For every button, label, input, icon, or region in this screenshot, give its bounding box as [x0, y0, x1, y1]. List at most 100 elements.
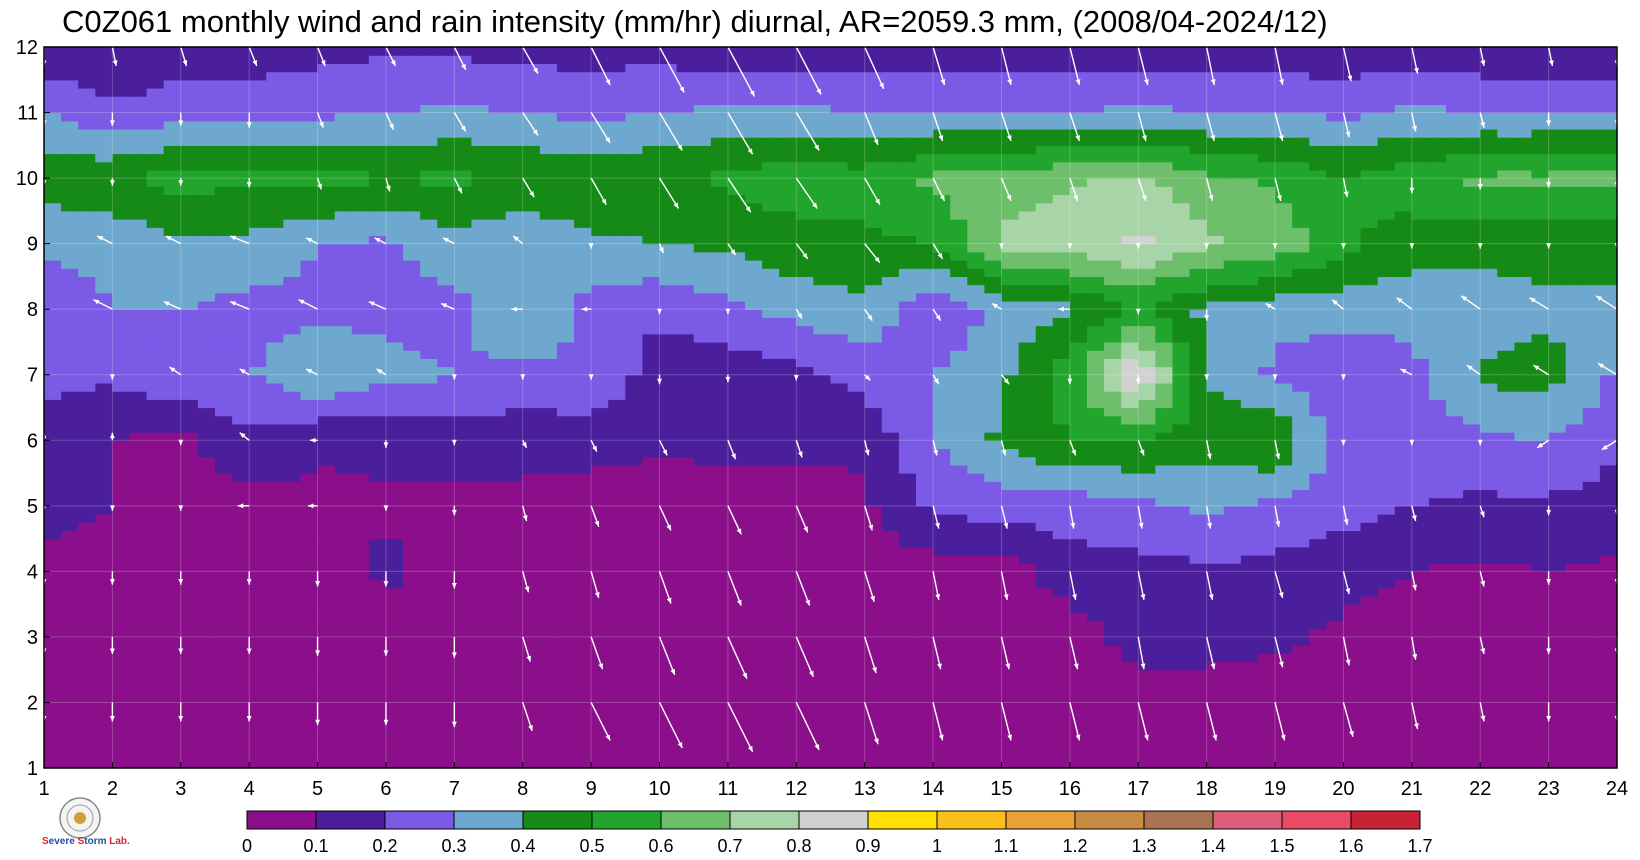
contour-cell: [1377, 645, 1396, 654]
contour-cell: [1189, 350, 1208, 359]
contour-cell: [1377, 366, 1396, 376]
contour-cell: [78, 505, 96, 515]
contour-cell: [1480, 399, 1498, 409]
contour-cell: [915, 333, 934, 343]
contour-cell: [1292, 727, 1310, 736]
contour-cell: [1309, 628, 1327, 638]
contour-cell: [1155, 415, 1174, 425]
contour-cell: [1411, 350, 1430, 359]
contour-cell: [1018, 407, 1037, 417]
contour-cell: [1069, 595, 1088, 605]
contour-cell: [1531, 333, 1550, 343]
contour-cell: [574, 366, 592, 376]
contour-cell: [146, 612, 165, 622]
contour-cell: [1446, 645, 1464, 654]
contour-cell: [1309, 538, 1327, 548]
contour-cell: [1001, 759, 1020, 768]
contour-cell: [437, 579, 455, 589]
contour-cell: [1343, 473, 1362, 482]
contour-cell: [334, 595, 353, 605]
contour-cell: [1257, 333, 1276, 343]
contour-cell: [522, 587, 541, 597]
contour-cell: [1582, 686, 1601, 695]
contour-cell: [334, 677, 353, 687]
contour-cell: [693, 456, 712, 466]
contour-cell: [915, 538, 934, 548]
contour-cell: [745, 440, 763, 450]
contour-cell: [1377, 718, 1396, 728]
contour-cell: [471, 505, 490, 515]
contour-cell: [1326, 620, 1345, 630]
contour-cell: [1069, 669, 1088, 679]
contour-cell: [693, 661, 712, 671]
contour-cell: [1411, 727, 1430, 736]
contour-cell: [727, 563, 746, 572]
contour-cell: [556, 464, 575, 474]
contour-cell: [180, 522, 199, 531]
contour-cell: [676, 727, 695, 736]
contour-cell: [1497, 702, 1516, 712]
contour-cell: [317, 530, 336, 540]
contour-cell: [1121, 341, 1139, 351]
contour-cell: [129, 694, 148, 704]
contour-cell: [574, 514, 592, 523]
contour-cell: [642, 653, 661, 663]
contour-cell: [693, 481, 712, 491]
contour-cell: [61, 571, 79, 581]
contour-cell: [44, 423, 62, 433]
contour-cell: [933, 563, 951, 572]
contour-cell: [112, 587, 131, 597]
contour-cell: [830, 727, 849, 736]
contour-cell: [1138, 718, 1156, 728]
contour-cell: [1052, 661, 1071, 671]
contour-cell: [1189, 546, 1208, 556]
contour-cell: [608, 432, 626, 441]
contour-cell: [1565, 325, 1584, 335]
contour-cell: [1531, 350, 1550, 359]
contour-cell: [1001, 358, 1020, 368]
contour-cell: [129, 514, 148, 523]
contour-cell: [1599, 341, 1617, 351]
contour-cell: [129, 735, 148, 745]
contour-cell: [403, 538, 421, 548]
contour-cell: [950, 440, 968, 450]
contour-cell: [745, 358, 763, 368]
contour-cell: [625, 522, 644, 531]
contour-cell: [1240, 481, 1259, 491]
contour-cell: [1343, 522, 1362, 531]
contour-cell: [1599, 694, 1617, 704]
contour-cell: [1018, 546, 1037, 556]
contour-cell: [642, 325, 661, 335]
contour-cell: [574, 522, 592, 531]
contour-cell: [61, 653, 79, 663]
contour-cell: [1121, 604, 1139, 613]
contour-cell: [556, 612, 575, 622]
contour-cell: [283, 727, 302, 736]
contour-cell: [881, 514, 900, 523]
contour-cell: [249, 735, 267, 745]
contour-cell: [659, 350, 678, 359]
contour-cell: [1394, 727, 1413, 736]
contour-cell: [1035, 751, 1054, 761]
contour-cell: [642, 595, 661, 605]
contour-cell: [385, 710, 404, 720]
contour-cell: [197, 440, 216, 450]
contour-cell: [1206, 514, 1225, 523]
contour-cell: [522, 432, 541, 441]
contour-cell: [898, 628, 917, 638]
contour-cell: [1069, 399, 1088, 409]
contour-cell: [163, 489, 182, 499]
contour-cell: [608, 514, 626, 523]
contour-cell: [437, 391, 455, 400]
contour-cell: [1104, 382, 1122, 392]
contour-cell: [1463, 456, 1481, 466]
contour-cell: [1189, 374, 1208, 384]
contour-cell: [1411, 579, 1430, 589]
contour-cell: [522, 489, 541, 499]
contour-cell: [334, 604, 353, 613]
contour-cell: [488, 669, 507, 679]
contour-cell: [1411, 382, 1430, 392]
contour-cell: [1377, 407, 1396, 417]
contour-cell: [676, 735, 695, 745]
contour-cell: [1121, 751, 1139, 761]
